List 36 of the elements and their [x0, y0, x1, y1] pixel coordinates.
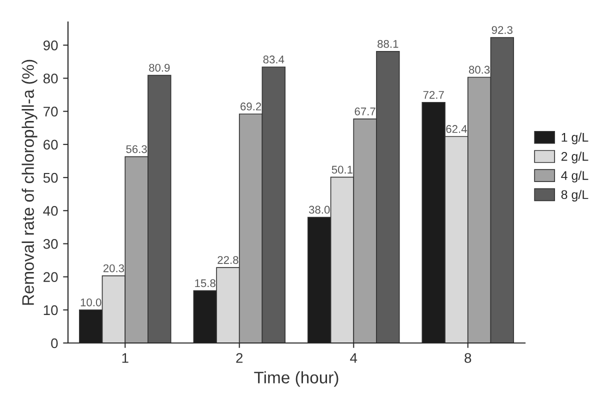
data-label: 38.0: [308, 206, 330, 214]
x-tick-label: 1: [122, 353, 128, 363]
data-label: 88.1: [378, 40, 398, 48]
y-tick-label: 20: [44, 272, 58, 282]
y-tick-label: 60: [44, 140, 58, 150]
y-tick-label: 40: [43, 206, 58, 216]
data-label: 69.2: [240, 102, 262, 110]
data-label: 80.3: [468, 66, 490, 74]
y-tick-label: 90: [43, 40, 58, 50]
y-tick-label: 80: [43, 74, 58, 84]
x-tick-label: 8: [464, 353, 472, 363]
data-label: 72.7: [423, 90, 444, 99]
data-label: 20.3: [103, 264, 124, 272]
y-axis-title: Removal rate of chlorophyll-a (%): [22, 60, 38, 305]
data-label: 62.4: [446, 125, 467, 133]
y-tick-label: 50: [43, 172, 58, 183]
data-label: 56.3: [126, 145, 147, 154]
data-label: 22.8: [218, 256, 238, 264]
data-label: 15.8: [195, 279, 216, 288]
data-label: 10.0: [80, 298, 102, 306]
data-label: 67.7: [354, 108, 376, 116]
data-label: 92.3: [492, 26, 512, 34]
x-tick-label: 4: [350, 353, 358, 363]
legend-label: 4 g/L: [561, 170, 588, 182]
legend-label: 8 g/L: [561, 190, 588, 202]
y-tick-label: 0: [51, 338, 58, 348]
legend-label: 2 g/L: [561, 152, 588, 164]
data-label: 83.4: [263, 56, 284, 64]
x-tick-label: 2: [236, 353, 243, 363]
x-axis-title: Time (hour): [254, 371, 338, 387]
y-tick-label: 30: [43, 239, 58, 249]
y-tick-label: 10: [44, 305, 58, 316]
data-label: 80.9: [149, 64, 170, 72]
data-label: 50.1: [332, 166, 352, 174]
y-tick-label: 70: [44, 106, 58, 117]
legend-label: 1 g/L: [562, 132, 588, 144]
